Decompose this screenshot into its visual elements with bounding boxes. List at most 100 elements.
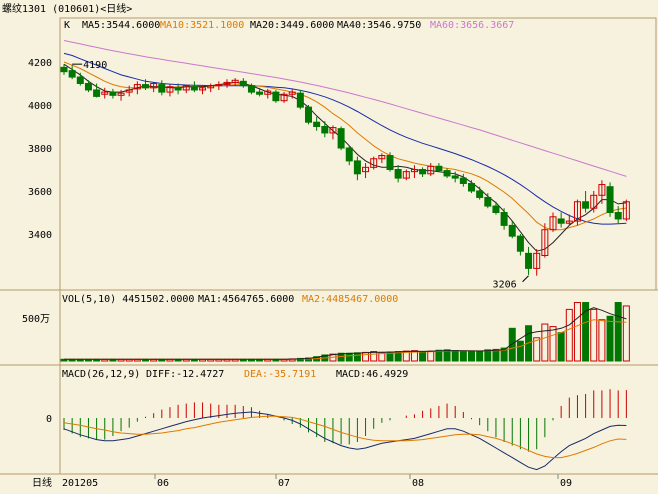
candle-body	[451, 175, 459, 179]
candle-body	[199, 87, 207, 91]
price-tick-3400: 3400	[28, 230, 52, 241]
candle-body	[565, 220, 573, 224]
volume-ma1-line	[64, 307, 627, 360]
xaxis-label-07: 07	[278, 478, 290, 489]
candle-body	[598, 184, 606, 196]
volume-bar	[565, 308, 573, 362]
volume-bar	[443, 349, 451, 362]
volume-bar	[516, 340, 524, 362]
macd-legend-diff: DIFF:-12.4727	[146, 369, 224, 380]
candle-body	[582, 201, 590, 209]
volume-bar	[598, 319, 606, 362]
volume-ma-lines	[64, 307, 627, 360]
xaxis-label-201205: 201205	[62, 478, 98, 489]
candle-body	[329, 127, 337, 134]
candle-body	[622, 201, 630, 220]
candle-body	[459, 177, 467, 184]
annotation-high-label: 4190	[83, 60, 107, 71]
price-panel-frame	[59, 17, 657, 291]
candle-body	[125, 89, 133, 93]
volume-bar	[549, 326, 557, 362]
volume-bar	[582, 302, 590, 362]
price-legend-ma60: MA60:3656.3667	[430, 20, 514, 31]
candle-body	[427, 165, 435, 175]
candle-body	[166, 86, 174, 93]
price-legend-ma40: MA40:3546.9750	[337, 20, 421, 31]
volume-bar	[614, 302, 622, 362]
candle-body	[313, 121, 321, 127]
candle-body	[525, 252, 533, 269]
ma60-line	[63, 40, 627, 177]
volume-bars	[60, 302, 630, 362]
price-tick-3800: 3800	[28, 144, 52, 155]
candle-body	[264, 90, 272, 95]
price-legend-k: K	[64, 20, 70, 31]
candle-body	[468, 182, 475, 192]
candle-body	[370, 158, 378, 168]
candle-body	[419, 169, 427, 175]
volume-bar	[541, 323, 549, 362]
candle-body	[614, 212, 622, 220]
candle-body	[288, 91, 296, 95]
macd-histogram	[63, 389, 627, 452]
volume-bar	[353, 352, 361, 362]
candle-body	[337, 128, 345, 149]
volume-legend-vol: VOL(5,10) 4451502.0000	[62, 294, 194, 305]
annotation-pointer	[522, 275, 529, 283]
candle-body	[84, 83, 92, 91]
candle-body	[549, 216, 557, 231]
candle-body	[239, 80, 247, 87]
xaxis-label-06: 06	[157, 478, 169, 489]
candle-body	[533, 252, 541, 269]
volume-bar	[508, 327, 516, 362]
candle-body	[117, 92, 125, 96]
candle-body	[557, 218, 565, 224]
candle-body	[321, 126, 329, 134]
candle-body	[158, 84, 166, 93]
volume-legend-ma1: MA1:4564765.6000	[198, 294, 294, 305]
price-legend-ma5: MA5:3544.6000	[82, 20, 160, 31]
macd-lines	[63, 411, 627, 471]
macd-legend-macd: MACD:46.4929	[336, 369, 408, 380]
price-legend-ma20: MA20:3449.6000	[250, 20, 334, 31]
xaxis-title: 日线	[32, 476, 52, 489]
candle-body	[150, 83, 158, 89]
candle-body	[573, 201, 581, 222]
candle-body	[541, 229, 549, 256]
macd-legend-dea: DEA:-35.7191	[244, 369, 316, 380]
candle-body	[174, 87, 182, 91]
annotation-low-label: 3206	[493, 280, 517, 291]
candle-body	[500, 212, 508, 226]
candle-body	[305, 106, 312, 123]
candle-body	[215, 84, 223, 87]
candle-body	[410, 169, 418, 173]
candle-body	[394, 169, 402, 179]
candle-body	[492, 205, 500, 214]
candle-body	[435, 165, 443, 172]
price-annotations: 4190 3206	[72, 60, 529, 291]
volume-legend-ma2: MA2:4485467.0000	[302, 294, 398, 305]
volume-bar	[468, 351, 475, 362]
candle-body	[386, 155, 394, 170]
candle-body	[508, 224, 516, 237]
volume-bar	[622, 305, 630, 362]
candle-body	[247, 85, 255, 93]
price-legend-ma10: MA10:3521.1000	[160, 20, 244, 31]
candle-body	[362, 166, 370, 173]
ma20-line	[63, 52, 627, 225]
candle-body	[378, 155, 386, 160]
volume-bar	[362, 351, 370, 362]
price-ma-lines	[63, 40, 627, 252]
volume-tick: 500万	[22, 314, 50, 325]
candle-body	[93, 89, 101, 97]
candle-body	[402, 171, 410, 179]
candle-body	[280, 93, 288, 102]
candle-body	[256, 91, 264, 95]
volume-bar	[606, 315, 614, 362]
ma10-line	[63, 61, 627, 231]
candle-body	[68, 70, 76, 78]
volume-bar	[435, 349, 443, 362]
page-title: 螺纹1301 (010601)<日线>	[2, 2, 132, 15]
xaxis-label-08: 08	[412, 478, 424, 489]
